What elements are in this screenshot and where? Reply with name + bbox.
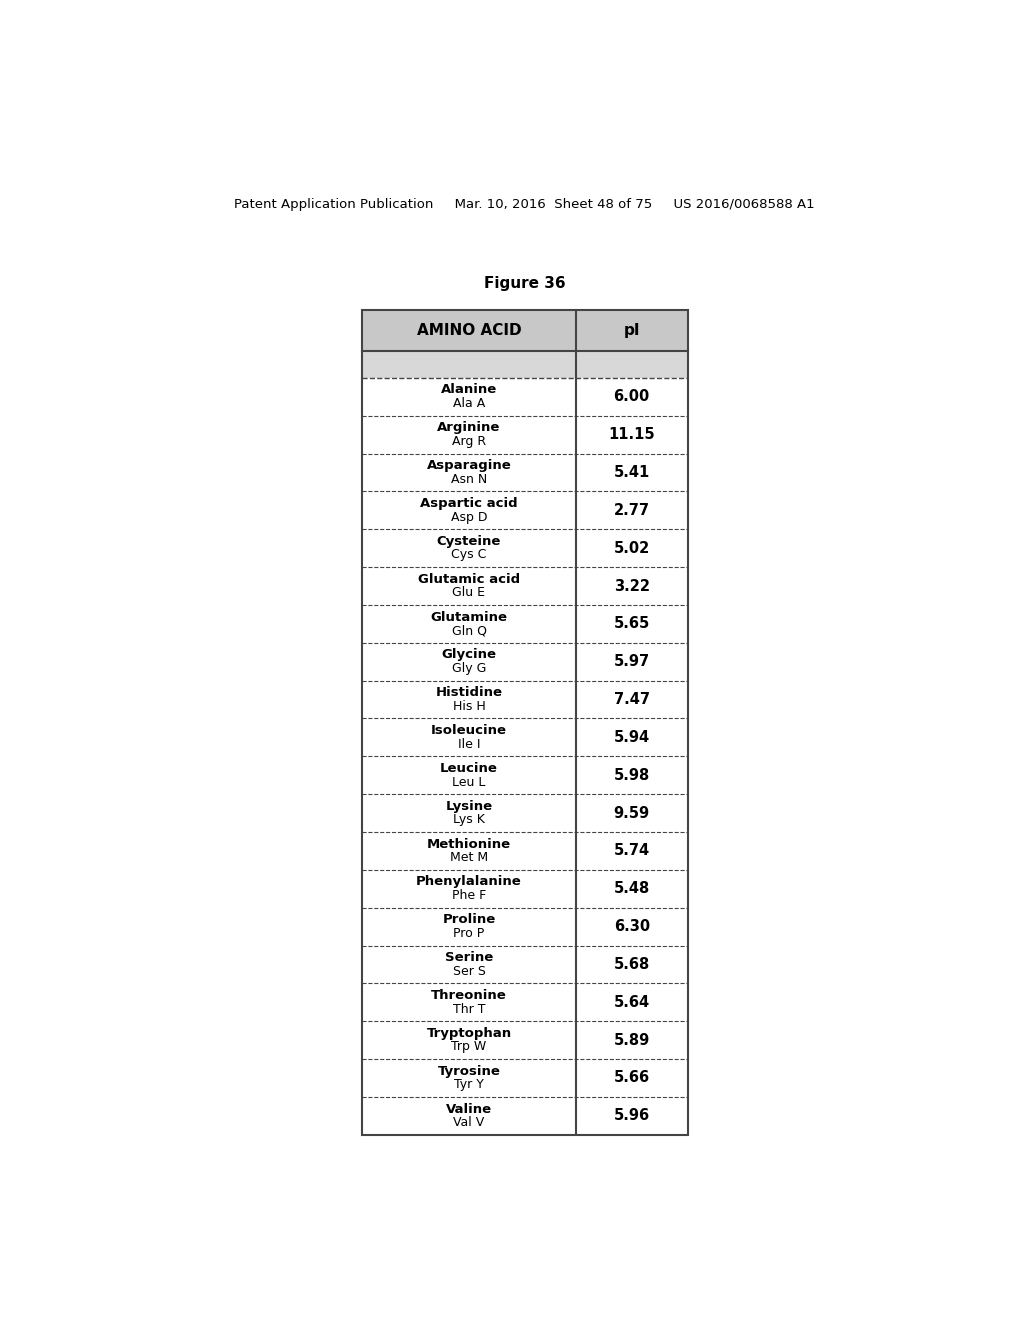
Text: Glu E: Glu E (453, 586, 485, 599)
Text: 5.96: 5.96 (613, 1109, 650, 1123)
Bar (362, 795, 687, 832)
Text: 7.47: 7.47 (613, 692, 650, 708)
Text: Proline: Proline (442, 913, 496, 927)
Text: Trp W: Trp W (452, 1040, 486, 1053)
Text: 5.97: 5.97 (613, 655, 650, 669)
Text: Leucine: Leucine (440, 762, 498, 775)
Text: pI: pI (624, 323, 640, 338)
Bar (362, 310, 687, 351)
Text: Threonine: Threonine (431, 989, 507, 1002)
Text: Aspartic acid: Aspartic acid (420, 498, 518, 510)
Text: Valine: Valine (445, 1102, 493, 1115)
Bar (362, 832, 687, 870)
Text: Asn N: Asn N (451, 473, 487, 486)
Text: 5.41: 5.41 (613, 465, 650, 480)
Text: Methionine: Methionine (427, 838, 511, 850)
Text: Lys K: Lys K (453, 813, 485, 826)
Text: Pro P: Pro P (454, 927, 484, 940)
Text: 6.30: 6.30 (613, 919, 650, 935)
Text: Ser S: Ser S (453, 965, 485, 978)
Text: Phenylalanine: Phenylalanine (416, 875, 522, 888)
Bar (362, 1022, 687, 1059)
Text: Patent Application Publication     Mar. 10, 2016  Sheet 48 of 75     US 2016/006: Patent Application Publication Mar. 10, … (234, 198, 815, 211)
Bar (362, 1097, 687, 1135)
Bar (362, 454, 687, 491)
Text: Tyr Y: Tyr Y (454, 1078, 484, 1092)
Text: Arginine: Arginine (437, 421, 501, 434)
Text: Serine: Serine (444, 952, 494, 964)
Bar (362, 681, 687, 718)
Bar (362, 870, 687, 908)
Text: Phe F: Phe F (452, 890, 486, 902)
Text: 5.65: 5.65 (613, 616, 650, 631)
Bar (362, 351, 687, 378)
Text: Asp D: Asp D (451, 511, 487, 524)
Text: Gln Q: Gln Q (452, 624, 486, 638)
Text: Asparagine: Asparagine (427, 459, 511, 473)
Text: Leu L: Leu L (453, 776, 485, 788)
Text: 5.02: 5.02 (613, 541, 650, 556)
Text: Cys C: Cys C (452, 549, 486, 561)
Text: Val V: Val V (454, 1117, 484, 1129)
Text: 5.89: 5.89 (613, 1032, 650, 1048)
Bar (362, 605, 687, 643)
Bar (362, 378, 687, 416)
Text: 6.00: 6.00 (613, 389, 650, 404)
Bar (362, 568, 687, 605)
Text: 11.15: 11.15 (608, 428, 655, 442)
Text: 5.64: 5.64 (613, 995, 650, 1010)
Bar (362, 983, 687, 1022)
Bar (362, 416, 687, 454)
Text: 2.77: 2.77 (613, 503, 650, 517)
Text: 5.74: 5.74 (613, 843, 650, 858)
Text: Cysteine: Cysteine (437, 535, 501, 548)
Text: Histidine: Histidine (435, 686, 503, 700)
Text: Figure 36: Figure 36 (484, 276, 565, 292)
Bar (362, 908, 687, 945)
Bar (362, 491, 687, 529)
Text: 5.68: 5.68 (613, 957, 650, 972)
Text: Lysine: Lysine (445, 800, 493, 813)
Text: 5.94: 5.94 (613, 730, 650, 744)
Bar (362, 529, 687, 568)
Text: Arg R: Arg R (452, 434, 486, 447)
Text: Tyrosine: Tyrosine (437, 1065, 501, 1077)
Bar (362, 1059, 687, 1097)
Bar (362, 756, 687, 795)
Text: 5.98: 5.98 (613, 768, 650, 783)
Text: 9.59: 9.59 (613, 805, 650, 821)
Bar (362, 945, 687, 983)
Bar (362, 643, 687, 681)
Text: Tryptophan: Tryptophan (426, 1027, 512, 1040)
Text: Isoleucine: Isoleucine (431, 725, 507, 737)
Text: 5.66: 5.66 (613, 1071, 650, 1085)
Text: Met M: Met M (450, 851, 488, 865)
Text: Ile I: Ile I (458, 738, 480, 751)
Text: Glutamic acid: Glutamic acid (418, 573, 520, 586)
Text: His H: His H (453, 700, 485, 713)
Text: Gly G: Gly G (452, 663, 486, 675)
Text: AMINO ACID: AMINO ACID (417, 323, 521, 338)
Text: Alanine: Alanine (441, 384, 497, 396)
Bar (362, 310, 687, 1135)
Text: Thr T: Thr T (453, 1003, 485, 1015)
Text: 5.48: 5.48 (613, 882, 650, 896)
Text: Glycine: Glycine (441, 648, 497, 661)
Bar (362, 718, 687, 756)
Text: Ala A: Ala A (453, 397, 485, 411)
Text: Glutamine: Glutamine (430, 611, 508, 623)
Text: 3.22: 3.22 (613, 578, 650, 594)
